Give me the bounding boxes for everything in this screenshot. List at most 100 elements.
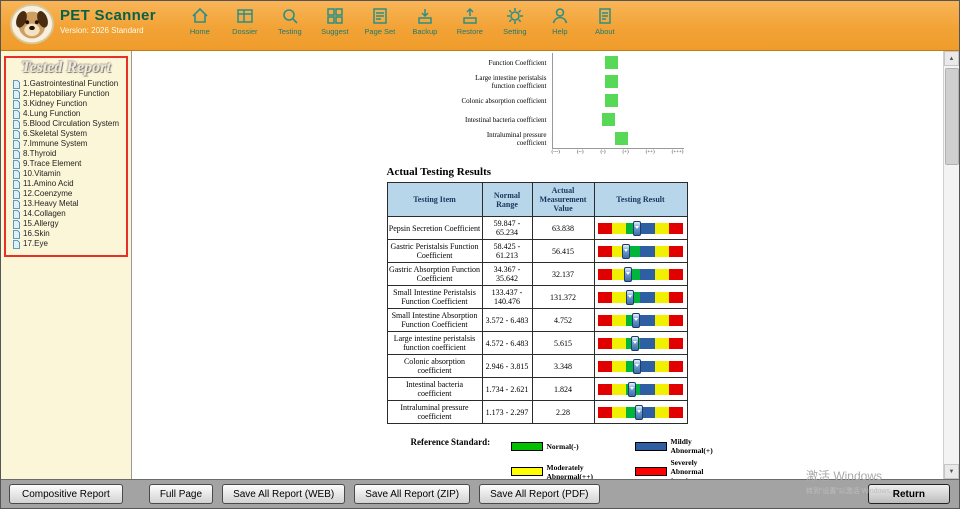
normal-range-cell: 34.367 - 35.642 <box>482 263 532 286</box>
report-list-item[interactable]: 16.Skin <box>13 230 126 239</box>
report-list-item[interactable]: 13.Heavy Metal <box>13 200 126 209</box>
chart-row: Large intestine peristalsisfunction coef… <box>387 72 689 91</box>
result-slider-thumb[interactable] <box>626 290 634 305</box>
result-bar[interactable] <box>598 407 684 418</box>
nav-about[interactable]: About <box>587 6 623 36</box>
report-list-item[interactable]: 6.Skeletal System <box>13 130 126 139</box>
result-slider-thumb[interactable] <box>624 267 632 282</box>
scroll-up-arrow-icon[interactable]: ▲ <box>944 51 959 66</box>
report-item-label: 15.Allergy <box>23 220 59 228</box>
axis-tick-label: (-) <box>601 150 606 155</box>
testing-result-cell <box>594 286 687 309</box>
result-slider-thumb[interactable] <box>633 221 641 236</box>
result-slider-thumb[interactable] <box>632 313 640 328</box>
normal-range-cell: 3.572 - 6.483 <box>482 309 532 332</box>
document-icon <box>13 100 20 109</box>
report-list-item[interactable]: 1.Gastrointestinal Function <box>13 80 126 89</box>
document-icon <box>13 130 20 139</box>
result-bar-segment <box>655 292 669 303</box>
nav-home[interactable]: Home <box>182 6 218 36</box>
legend-label: Severely Abnormal (+++) <box>671 458 713 479</box>
chart-bar <box>615 132 628 145</box>
report-content-area: Function CoefficientLarge intestine peri… <box>132 51 943 479</box>
nav-setting[interactable]: Setting <box>497 6 533 36</box>
result-bar-segment <box>655 361 669 372</box>
measured-value-cell: 5.615 <box>532 332 594 355</box>
chart-row: Intraluminal pressurecoefficient <box>387 129 689 148</box>
footer-buttons: Full Page Save All Report (WEB) Save All R… <box>149 484 600 504</box>
result-bar-segment <box>598 384 612 395</box>
result-slider-thumb[interactable] <box>635 405 643 420</box>
result-bar[interactable] <box>598 384 684 395</box>
report-list-item[interactable]: 15.Allergy <box>13 220 126 229</box>
main-nav: Home Dossier Testing Suggest Page Set Backup R… <box>182 6 623 36</box>
report-list-item[interactable]: 12.Coenzyme <box>13 190 126 199</box>
result-slider-thumb[interactable] <box>628 382 636 397</box>
result-bar[interactable] <box>598 246 684 257</box>
result-bar[interactable] <box>598 361 684 372</box>
scrollbar-thumb[interactable] <box>945 68 959 165</box>
report-list-item[interactable]: 7.Immune System <box>13 140 126 149</box>
document-icon <box>13 220 20 229</box>
result-bar[interactable] <box>598 338 684 349</box>
normal-range-cell: 2.946 - 3.815 <box>482 355 532 378</box>
report-item-label: 14.Collagen <box>23 210 66 218</box>
result-bar[interactable] <box>598 292 684 303</box>
nav-label: Restore <box>457 27 483 36</box>
table-row: Gastric Absorption Function Coefficient3… <box>387 263 687 286</box>
backup-icon <box>415 6 435 26</box>
result-bar-segment <box>612 407 626 418</box>
save-all-report-web-button[interactable]: Save All Report (WEB) <box>222 484 345 504</box>
result-chart: Function CoefficientLarge intestine peri… <box>387 53 689 148</box>
save-all-report-zip-button[interactable]: Save All Report (ZIP) <box>354 484 470 504</box>
sidebar: Tested Report 1.Gastrointestinal Functio… <box>1 51 132 479</box>
result-bar-segment <box>640 315 654 326</box>
normal-range-cell: 59.847 - 65.234 <box>482 217 532 240</box>
scroll-down-arrow-icon[interactable]: ▼ <box>944 464 959 479</box>
report-list-item[interactable]: 9.Trace Element <box>13 160 126 169</box>
vertical-scrollbar[interactable]: ▲ ▼ <box>943 51 959 479</box>
report-list-item[interactable]: 3.Kidney Function <box>13 100 126 109</box>
testing-item-cell: Small Intestine Absorption Function Coef… <box>387 309 482 332</box>
nav-help[interactable]: Help <box>542 6 578 36</box>
nav-suggest[interactable]: Suggest <box>317 6 353 36</box>
nav-backup[interactable]: Backup <box>407 6 443 36</box>
report-list-item[interactable]: 5.Blood Circulation System <box>13 120 126 129</box>
chart-bar <box>605 75 618 88</box>
result-bar-segment <box>598 407 612 418</box>
compositive-report-button[interactable]: Compositive Report <box>9 484 123 504</box>
report-item-label: 8.Thyroid <box>23 150 56 158</box>
document-icon <box>13 80 20 89</box>
result-bar[interactable] <box>598 223 684 234</box>
testing-results-table: Testing ItemNormal RangeActual Measureme… <box>387 182 688 424</box>
result-bar[interactable] <box>598 269 684 280</box>
result-bar-segment <box>640 246 654 257</box>
nav-restore[interactable]: Restore <box>452 6 488 36</box>
report-list-item[interactable]: 14.Collagen <box>13 210 126 219</box>
save-all-report-pdf-button[interactable]: Save All Report (PDF) <box>479 484 599 504</box>
report-list-item[interactable]: 2.Hepatobiliary Function <box>13 90 126 99</box>
chart-bar <box>602 113 615 126</box>
chart-bar <box>605 94 618 107</box>
report-list-item[interactable]: 4.Lung Function <box>13 110 126 119</box>
report-list-item[interactable]: 11.Amino Acid <box>13 180 126 189</box>
section-title: Actual Testing Results <box>387 166 689 178</box>
report-list-item[interactable]: 8.Thyroid <box>13 150 126 159</box>
result-slider-thumb[interactable] <box>622 244 630 259</box>
return-button[interactable]: Return <box>868 484 950 504</box>
report-list-item[interactable]: 17.Eye <box>13 240 126 249</box>
nav-testing[interactable]: Testing <box>272 6 308 36</box>
nav-dossier[interactable]: Dossier <box>227 6 263 36</box>
measured-value-cell: 3.348 <box>532 355 594 378</box>
chart-track <box>552 91 685 110</box>
nav-page-set[interactable]: Page Set <box>362 6 398 36</box>
full-page-button[interactable]: Full Page <box>149 484 213 504</box>
slider-arrow-icon <box>624 249 628 252</box>
result-slider-thumb[interactable] <box>631 336 639 351</box>
result-slider-thumb[interactable] <box>633 359 641 374</box>
result-bar-segment <box>655 315 669 326</box>
result-bar[interactable] <box>598 315 684 326</box>
report-list-item[interactable]: 10.Vitamin <box>13 170 126 179</box>
reference-standard-label: Reference Standard: <box>411 437 499 447</box>
app-title: PET Scanner <box>60 7 156 24</box>
